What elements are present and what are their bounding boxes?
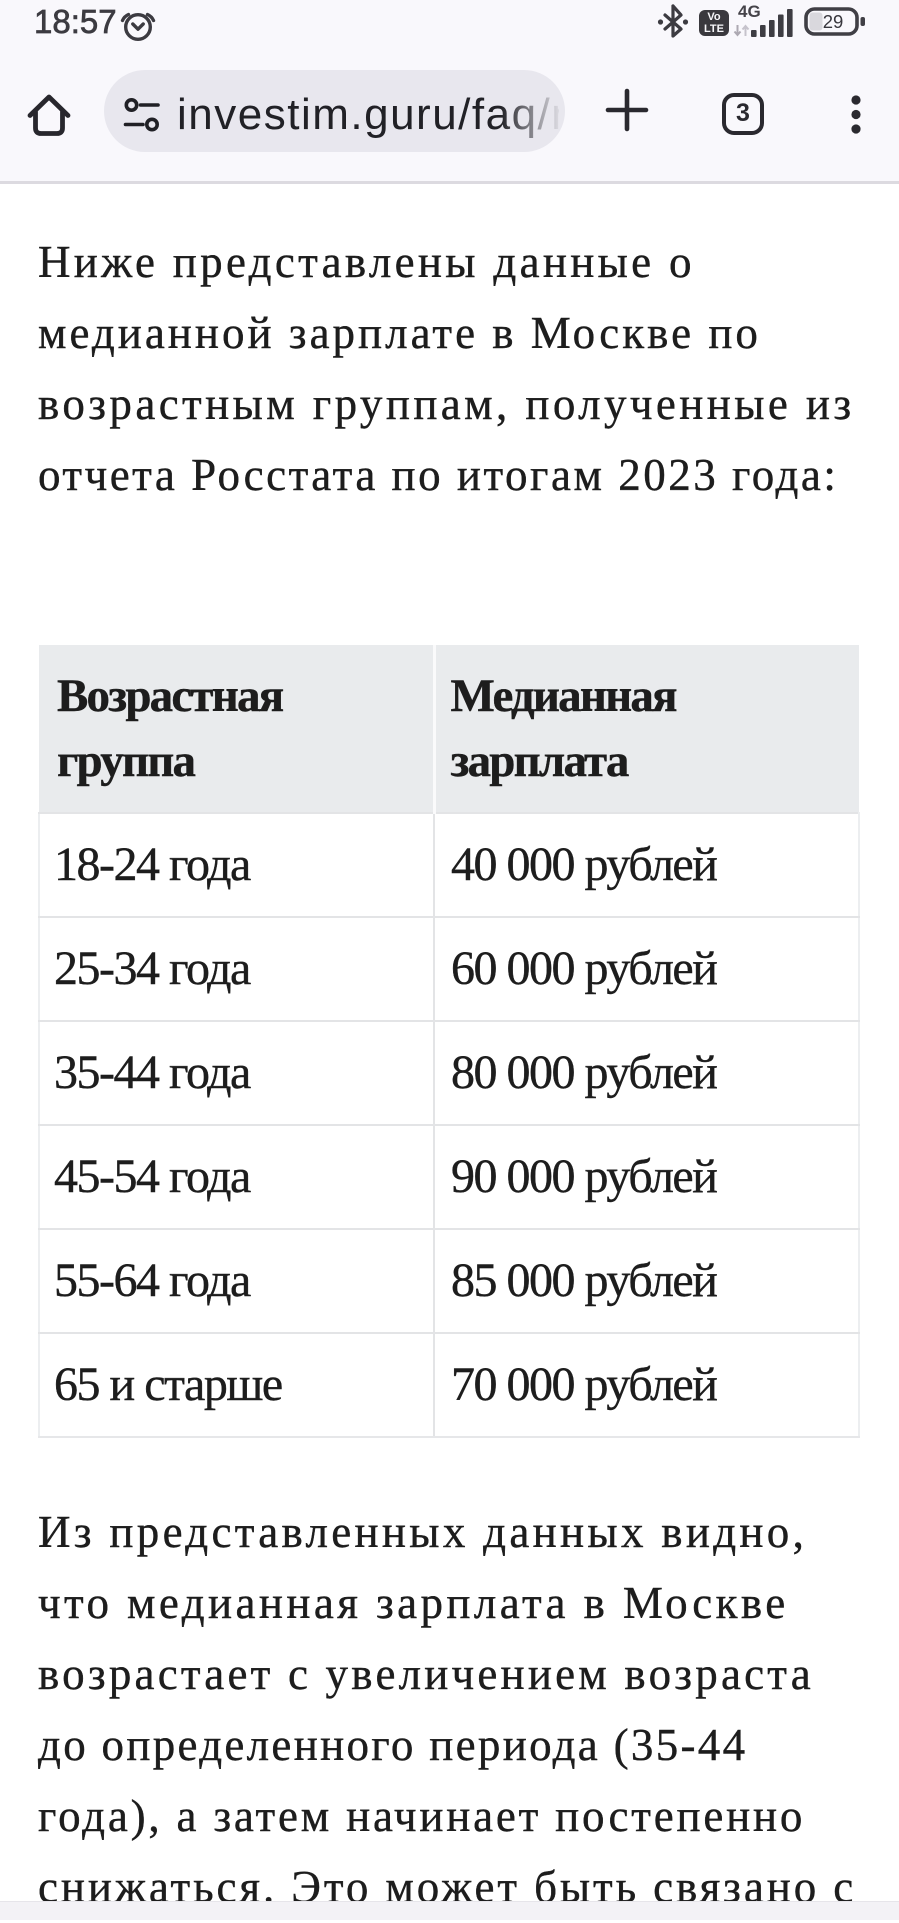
svg-text:29: 29 xyxy=(823,11,844,32)
